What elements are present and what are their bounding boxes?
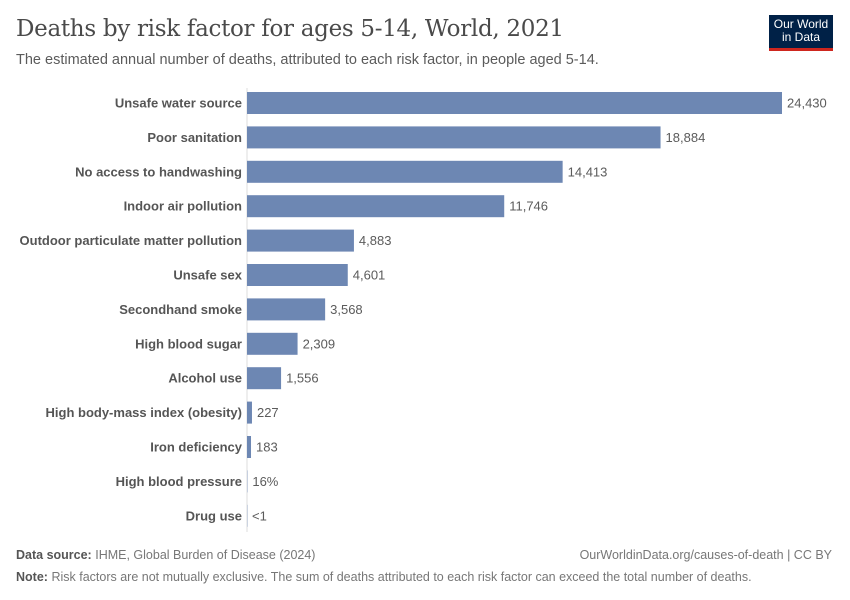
value-label: 4,601	[353, 268, 386, 283]
bar[interactable]	[247, 436, 252, 458]
category-label: High blood sugar	[135, 336, 242, 351]
chart-subtitle: The estimated annual number of deaths, a…	[16, 52, 599, 68]
note: Note: Risk factors are not mutually excl…	[16, 570, 752, 584]
bar[interactable]	[247, 229, 354, 252]
value-label: 4,883	[359, 233, 392, 248]
bar[interactable]	[247, 332, 298, 355]
value-label: 1,556	[286, 371, 319, 386]
bar[interactable]	[247, 92, 782, 114]
category-label: No access to handwashing	[75, 164, 242, 179]
bar[interactable]	[247, 264, 348, 286]
value-label: <1	[252, 508, 267, 523]
bar[interactable]	[247, 126, 661, 149]
category-label: Poor sanitation	[147, 130, 242, 145]
chart-title: Deaths by risk factor for ages 5-14, Wor…	[16, 16, 564, 42]
value-label: 3,568	[330, 302, 363, 317]
category-label: Iron deficiency	[150, 440, 243, 455]
category-label: Unsafe water source	[115, 96, 242, 111]
value-label: 24,430	[787, 96, 827, 111]
value-label: 2,309	[303, 336, 336, 351]
owid-logo[interactable]: Our World in Data	[769, 15, 833, 51]
category-label: Secondhand smoke	[119, 302, 242, 317]
bar[interactable]	[247, 195, 505, 218]
bar[interactable]	[247, 367, 282, 390]
source-link[interactable]: OurWorldinData.org/causes-of-death | CC …	[579, 548, 832, 562]
value-label: 11,746	[509, 199, 548, 214]
category-label: High body-mass index (obesity)	[46, 405, 242, 420]
bar[interactable]	[247, 401, 252, 424]
bar[interactable]	[247, 160, 563, 183]
value-label: 14,413	[568, 164, 608, 179]
category-label: Outdoor particulate matter pollution	[20, 233, 243, 248]
category-label: Drug use	[186, 508, 242, 523]
value-label: 183	[256, 440, 278, 455]
data-source: Data source: IHME, Global Burden of Dise…	[16, 548, 316, 562]
value-label: 227	[257, 405, 279, 420]
category-label: Indoor air pollution	[124, 199, 242, 214]
category-label: Unsafe sex	[173, 268, 242, 283]
category-label: High blood pressure	[116, 474, 242, 489]
category-label: Alcohol use	[168, 371, 242, 386]
value-label: 18,884	[666, 130, 706, 145]
value-label: 16%	[252, 474, 278, 489]
bar[interactable]	[247, 298, 326, 321]
